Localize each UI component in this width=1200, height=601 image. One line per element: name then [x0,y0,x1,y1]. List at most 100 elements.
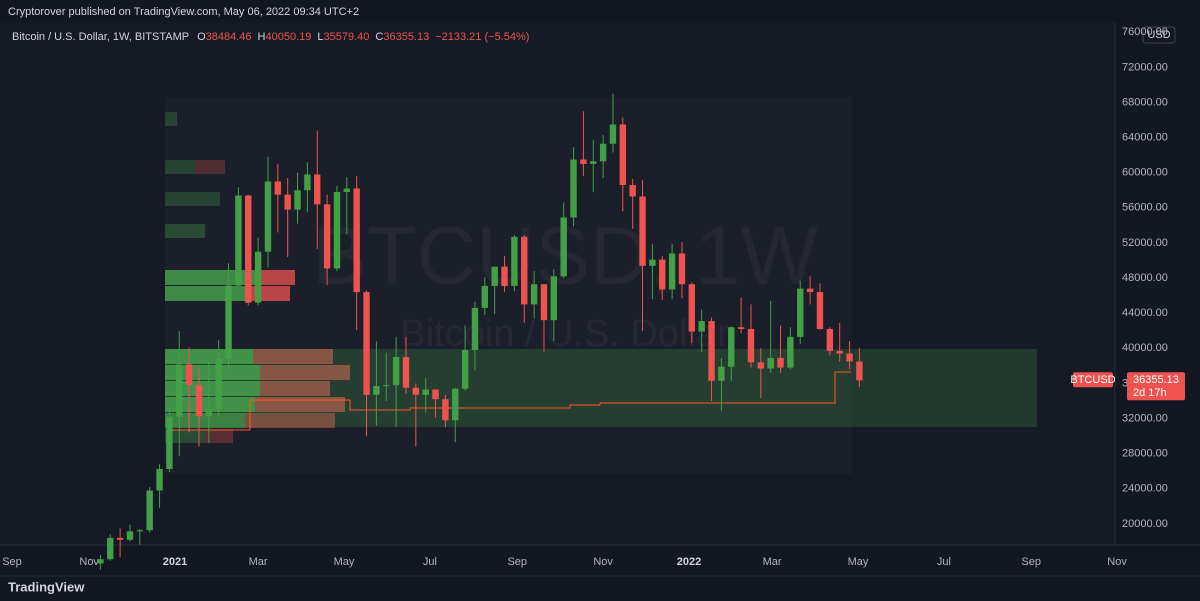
candle-body [225,285,232,359]
candle-body [452,388,459,421]
candle-body [383,385,390,387]
y-tick-label: 44000.00 [1122,307,1168,319]
candle-body [787,336,794,368]
price-label: 36355.13 [1133,374,1179,386]
candle-body [343,188,351,193]
x-tick-label: 2021 [163,556,187,568]
candle-body [166,416,173,469]
currency-label[interactable]: USD [1147,29,1170,41]
candle-body [580,159,587,164]
candle-body [422,389,429,395]
x-tick-label: Nov [1107,556,1127,568]
legend-part: 35579.40 [324,31,370,43]
candle-body [511,236,518,286]
x-tick-label: May [848,556,869,568]
candle-body [570,159,577,218]
profile-bar [245,413,335,428]
x-tick-label: Jul [937,556,951,568]
candle-body [392,357,400,386]
symbol-tag [1073,372,1113,388]
profile-bar [165,192,220,206]
y-tick-label: 72000.00 [1122,61,1168,73]
candle-body [373,386,380,395]
candle-body [540,284,548,321]
legend-part: 40050.19 [265,31,311,43]
candle-body [797,288,804,337]
candle-body [481,285,489,308]
candle-body [185,364,193,386]
candle-body [274,181,282,195]
candle-body [491,266,498,286]
legend-line: Bitcoin / U.S. Dollar, 1W, BITSTAMP O3848… [12,31,529,43]
profile-bar [165,224,205,238]
x-tick-label: May [334,556,355,568]
candle-body [747,328,755,363]
candle-body [461,350,469,389]
candle-body [856,361,863,381]
x-tick-label: Mar [763,556,782,568]
candle-body [402,357,410,388]
candle-body [314,174,321,205]
candle-body [245,195,252,303]
legend-part: Bitcoin / U.S. Dollar, 1W, BITSTAMP [12,31,189,43]
legend: Bitcoin / U.S. Dollar, 1W, BITSTAMP O3848… [12,31,529,43]
candle-body [215,358,222,409]
y-tick-label: 40000.00 [1122,342,1168,354]
candle-body [195,385,203,417]
candle-body [816,292,824,329]
candle-body [777,357,784,368]
candle-body [136,530,144,532]
y-tick-label: 52000.00 [1122,237,1168,249]
candle-body [718,366,725,381]
candle-body [698,321,705,332]
candle-body [767,357,774,369]
candle-body [264,181,272,252]
y-tick-label: 64000.00 [1122,132,1168,144]
profile-bar [165,413,245,428]
x-tick-label: Sep [507,556,527,568]
x-tick-label: Jul [423,556,437,568]
candle-body [649,259,656,266]
profile-bar [255,270,295,285]
x-tick-label: Nov [593,556,613,568]
profile-bar [260,381,330,396]
candle-body [806,288,814,293]
currency-button[interactable] [1142,26,1176,44]
y-tick-label: 60000.00 [1122,167,1168,179]
candle-body [97,559,104,564]
candle-body [254,251,262,303]
x-tick-label: Nov [79,556,99,568]
candle-body [530,284,538,305]
profile-bar [165,286,250,301]
candle-body [304,174,311,191]
candle-body [126,531,134,540]
candle-body [836,350,843,354]
candle-body [728,327,735,367]
y-tick-label: 68000.00 [1122,96,1168,108]
x-tick-label: Mar [249,556,268,568]
y-tick-label: 28000.00 [1122,448,1168,460]
candle-body [737,327,745,329]
candle-body [333,192,341,269]
profile-bar [255,397,345,412]
candle-body [688,284,696,332]
profile-bar [165,160,195,174]
candle-body [116,537,124,540]
candle-body [629,185,636,197]
y-tick-label: 24000.00 [1122,483,1168,495]
candle-body [353,188,360,293]
candle-body [156,468,163,491]
candle-body [599,143,607,162]
y-tick-label: 32000.00 [1122,412,1168,424]
countdown-label: 2d 17h [1133,387,1167,399]
profile-bar [165,397,255,412]
profile-bar [205,429,233,443]
value-area-zone [165,349,1037,427]
candle-body [235,195,242,286]
legend-part: C [375,31,383,43]
profile-bar [195,160,225,174]
candle-body [639,196,646,266]
candle-body [521,236,528,305]
